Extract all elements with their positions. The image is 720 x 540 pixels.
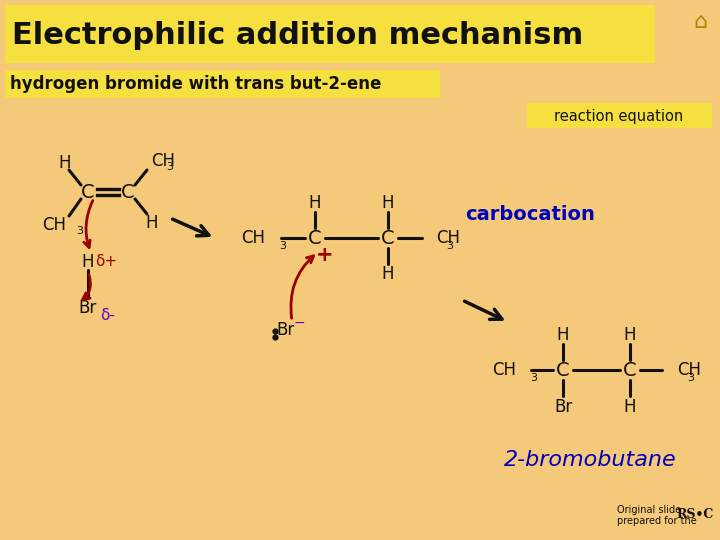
Text: 2-bromobutane: 2-bromobutane <box>503 450 676 470</box>
Text: C: C <box>121 183 135 201</box>
Text: CH: CH <box>436 229 460 247</box>
Text: −: − <box>293 316 305 330</box>
Text: 3: 3 <box>446 241 453 251</box>
Text: C: C <box>308 228 322 247</box>
Text: CH: CH <box>241 229 265 247</box>
Text: reaction equation: reaction equation <box>554 109 683 124</box>
Text: carbocation: carbocation <box>465 206 595 225</box>
Text: δ-: δ- <box>101 308 115 323</box>
Text: CH: CH <box>677 361 701 379</box>
Text: 3: 3 <box>279 241 286 251</box>
Bar <box>5 5 655 63</box>
Text: CH: CH <box>42 216 66 234</box>
Text: 3: 3 <box>76 226 83 236</box>
Text: 3: 3 <box>687 373 694 383</box>
Text: δ+: δ+ <box>95 254 117 269</box>
Text: CH: CH <box>151 152 175 170</box>
Text: hydrogen bromide with trans but-2-ene: hydrogen bromide with trans but-2-ene <box>10 75 382 93</box>
Text: 3: 3 <box>530 373 537 383</box>
Text: CH: CH <box>492 361 516 379</box>
Text: H: H <box>59 154 71 172</box>
Text: 3: 3 <box>166 162 173 172</box>
Bar <box>5 70 440 98</box>
Text: H: H <box>624 326 636 344</box>
Text: H: H <box>309 194 321 212</box>
Text: H: H <box>624 398 636 416</box>
Text: +: + <box>316 245 334 265</box>
Text: Br: Br <box>554 398 572 416</box>
Text: ⌂: ⌂ <box>693 12 707 32</box>
Text: H: H <box>557 326 570 344</box>
Text: H: H <box>382 265 395 283</box>
Text: prepared for the: prepared for the <box>617 516 697 526</box>
Text: Original slide: Original slide <box>617 505 681 515</box>
Text: C: C <box>81 183 95 201</box>
Text: C: C <box>556 361 570 380</box>
Text: C: C <box>381 228 395 247</box>
Text: H: H <box>145 214 158 232</box>
Text: C: C <box>624 361 636 380</box>
Text: H: H <box>382 194 395 212</box>
Text: RS•C: RS•C <box>676 509 714 522</box>
Text: Br: Br <box>277 321 295 339</box>
Text: Br: Br <box>79 299 97 317</box>
Text: Electrophilic addition mechanism: Electrophilic addition mechanism <box>12 22 583 51</box>
Text: H: H <box>82 253 94 271</box>
Bar <box>527 103 712 128</box>
